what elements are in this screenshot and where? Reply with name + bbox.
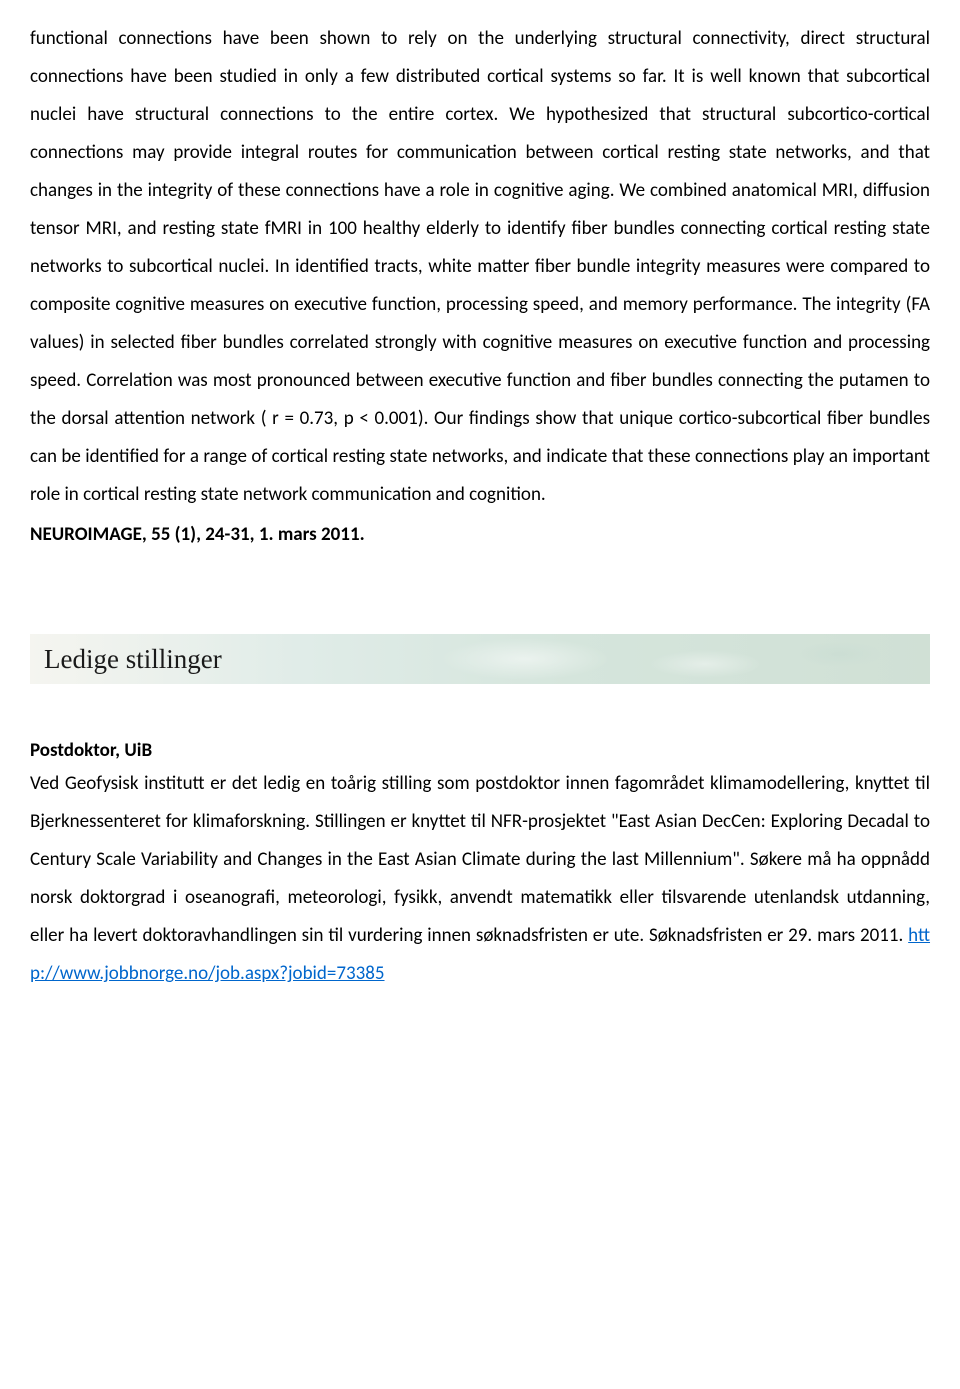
job-description: Ved Geofysisk institutt er det ledig en …: [30, 765, 930, 993]
abstract-citation: NEUROIMAGE, 55 (1), 24-31, 1. mars 2011.: [30, 516, 930, 554]
abstract-body: functional connections have been shown t…: [30, 20, 930, 514]
job-body-text: Ved Geofysisk institutt er det ledig en …: [30, 772, 930, 947]
job-title: Postdoktor, UiB: [30, 739, 930, 762]
section-banner: Ledige stillinger: [30, 634, 930, 684]
section-title: Ledige stillinger: [44, 644, 222, 675]
